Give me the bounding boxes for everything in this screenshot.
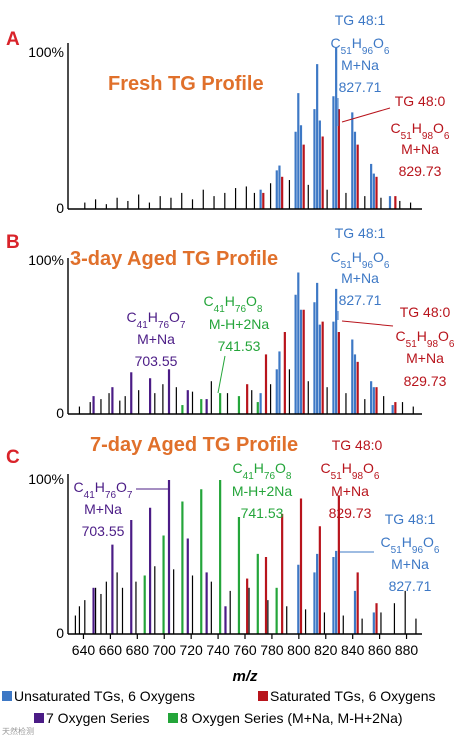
panel-c-peaks [74,480,417,634]
x-tick-label: 680 [126,642,150,658]
ann-c1-line4: 829.73 [329,505,372,521]
ann-c4-formula: C51H96O6 [381,534,440,556]
ann-b1-line4: 827.71 [339,292,382,308]
x-tick-label: 740 [206,642,230,658]
ann-c2-line2: M-H+2Na [232,483,293,499]
ann-c2-line3: 741.53 [241,505,284,521]
ann-a2-line1: TG 48:0 [395,93,446,109]
panel-a-title: Fresh TG Profile [108,73,264,95]
x-tick-label: 800 [287,642,311,658]
ann-c2-formula: C41H76O8 [233,460,292,482]
x-tick-label: 640 [72,642,96,658]
x-tick-label: 780 [260,642,284,658]
ann-b1-line1: TG 48:1 [335,225,386,241]
legend-label-7-oxygen: 7 Oxygen Series [46,710,150,726]
panel-label-a: A [6,29,20,50]
x-tick-label: 880 [395,642,419,658]
panel-c-title: 7-day Aged TG Profile [90,434,298,456]
y-tick-100-c: 100% [28,471,64,487]
ann-c1-formula: C51H98O6 [321,460,380,482]
watermark: 天然检测 [2,726,34,736]
annotation-tg-48-1-b: TG 48:1 C51H96O6 M+Na 827.71 [331,225,390,308]
x-tick-label: 660 [99,642,123,658]
legend-label-unsaturated: Unsaturated TGs, 6 Oxygens [14,688,195,704]
panel-label-b: B [6,232,20,253]
panel-b-title: 3-day Aged TG Profile [70,248,278,270]
leader-b3 [217,355,226,394]
annotation-tg-48-0-b: TG 48:0 C51H98O6 M+Na 829.73 [396,304,455,389]
x-tick-label: 820 [314,642,338,658]
ann-b4-formula: C41H76O7 [127,309,186,331]
x-axis-label: m/z [232,668,258,685]
annotation-tg-48-0-c: TG 48:0 C51H98O6 M+Na 829.73 [321,437,383,521]
annotation-tg-48-1-c: TG 48:1 C51H96O6 M+Na 827.71 [381,511,440,594]
x-tick-label: 700 [153,642,177,658]
y-tick-0-c: 0 [56,625,64,641]
ann-a1-line4: 827.71 [339,79,382,95]
y-tick-100-a: 100% [28,44,64,60]
leader-b2 [341,320,394,327]
ann-a1-formula: C51H96O6 [331,35,390,57]
x-tick-label: 760 [233,642,257,658]
ann-b3-formula: C41H76O8 [204,293,263,315]
panel-a: A Fresh TG Profile 100% 0 TG 48:1 C51H96… [6,12,450,216]
ann-b2-line4: 829.73 [404,373,447,389]
legend-label-8-oxygen: 8 Oxygen Series (M+Na, M-H+2Na) [180,710,403,726]
legend-swatch-7-oxygen [34,713,44,723]
y-tick-100-b: 100% [28,252,64,268]
legend: Unsaturated TGs, 6 Oxygens Saturated TGs… [2,688,436,726]
panel-c: C 7-day Aged TG Profile 100% 0 640 660 680… [6,434,440,685]
ann-c1-line1: TG 48:0 [332,437,383,453]
ann-b4-line2: M+Na [137,331,175,347]
x-tick-label: 840 [341,642,365,658]
ann-a1-line1: TG 48:1 [335,12,386,28]
ann-b3-line2: M-H+2Na [209,316,270,332]
legend-swatch-saturated [258,691,268,701]
panel-b: B 3-day Aged TG Profile 100% 0 TG 48:1 C… [6,225,455,421]
annotation-7-oxygen-b: C41H76O7 M+Na 703.55 [127,309,186,369]
panel-b-peaks [78,272,414,414]
ann-c3-line3: 703.55 [82,523,125,539]
legend-swatch-unsaturated [2,691,12,701]
ann-c4-line3: M+Na [391,556,429,572]
ann-a1-line3: M+Na [341,57,379,73]
annotation-8-oxygen-c: C41H76O8 M-H+2Na 741.53 [232,460,293,521]
ann-c1-line3: M+Na [331,483,369,499]
ann-a2-formula: C51H98O6 [391,120,450,142]
x-axis-ticks: 640 660 680 700 720 740 760 780 800 820 840 860 880 [72,634,419,658]
leader-a2 [341,107,391,123]
legend-swatch-8-oxygen [168,713,178,723]
ann-c3-formula: C41H76O7 [74,479,133,501]
ann-b2-formula: C51H98O6 [396,328,455,350]
annotation-8-oxygen-b: C41H76O8 M-H+2Na 741.53 [204,293,270,354]
legend-label-saturated: Saturated TGs, 6 Oxygens [270,688,436,704]
panel-label-c: C [6,447,20,468]
ann-b1-line3: M+Na [341,270,379,286]
ann-b4-line3: 703.55 [135,353,178,369]
annotation-7-oxygen-c: C41H76O7 M+Na 703.55 [74,479,133,539]
y-tick-0-b: 0 [56,405,64,421]
ann-b1-formula: C51H96O6 [331,249,390,271]
x-tick-label: 860 [368,642,392,658]
annotation-tg-48-1-a: TG 48:1 C51H96O6 M+Na 827.71 [331,12,390,95]
panel-a-peaks [84,48,412,209]
ann-b3-line3: 741.53 [218,338,261,354]
x-tick-label: 720 [179,642,203,658]
y-tick-0-a: 0 [56,200,64,216]
ann-c4-line4: 827.71 [389,578,432,594]
ann-c3-line2: M+Na [84,501,122,517]
ann-b2-line1: TG 48:0 [400,304,451,320]
ann-b2-line3: M+Na [406,350,444,366]
ann-a2-line4: 829.73 [399,163,442,179]
annotation-tg-48-0-a: TG 48:0 C51H98O6 M+Na 829.73 [391,93,450,179]
ann-c4-line1: TG 48:1 [385,511,436,527]
ann-a2-line3: M+Na [401,141,439,157]
